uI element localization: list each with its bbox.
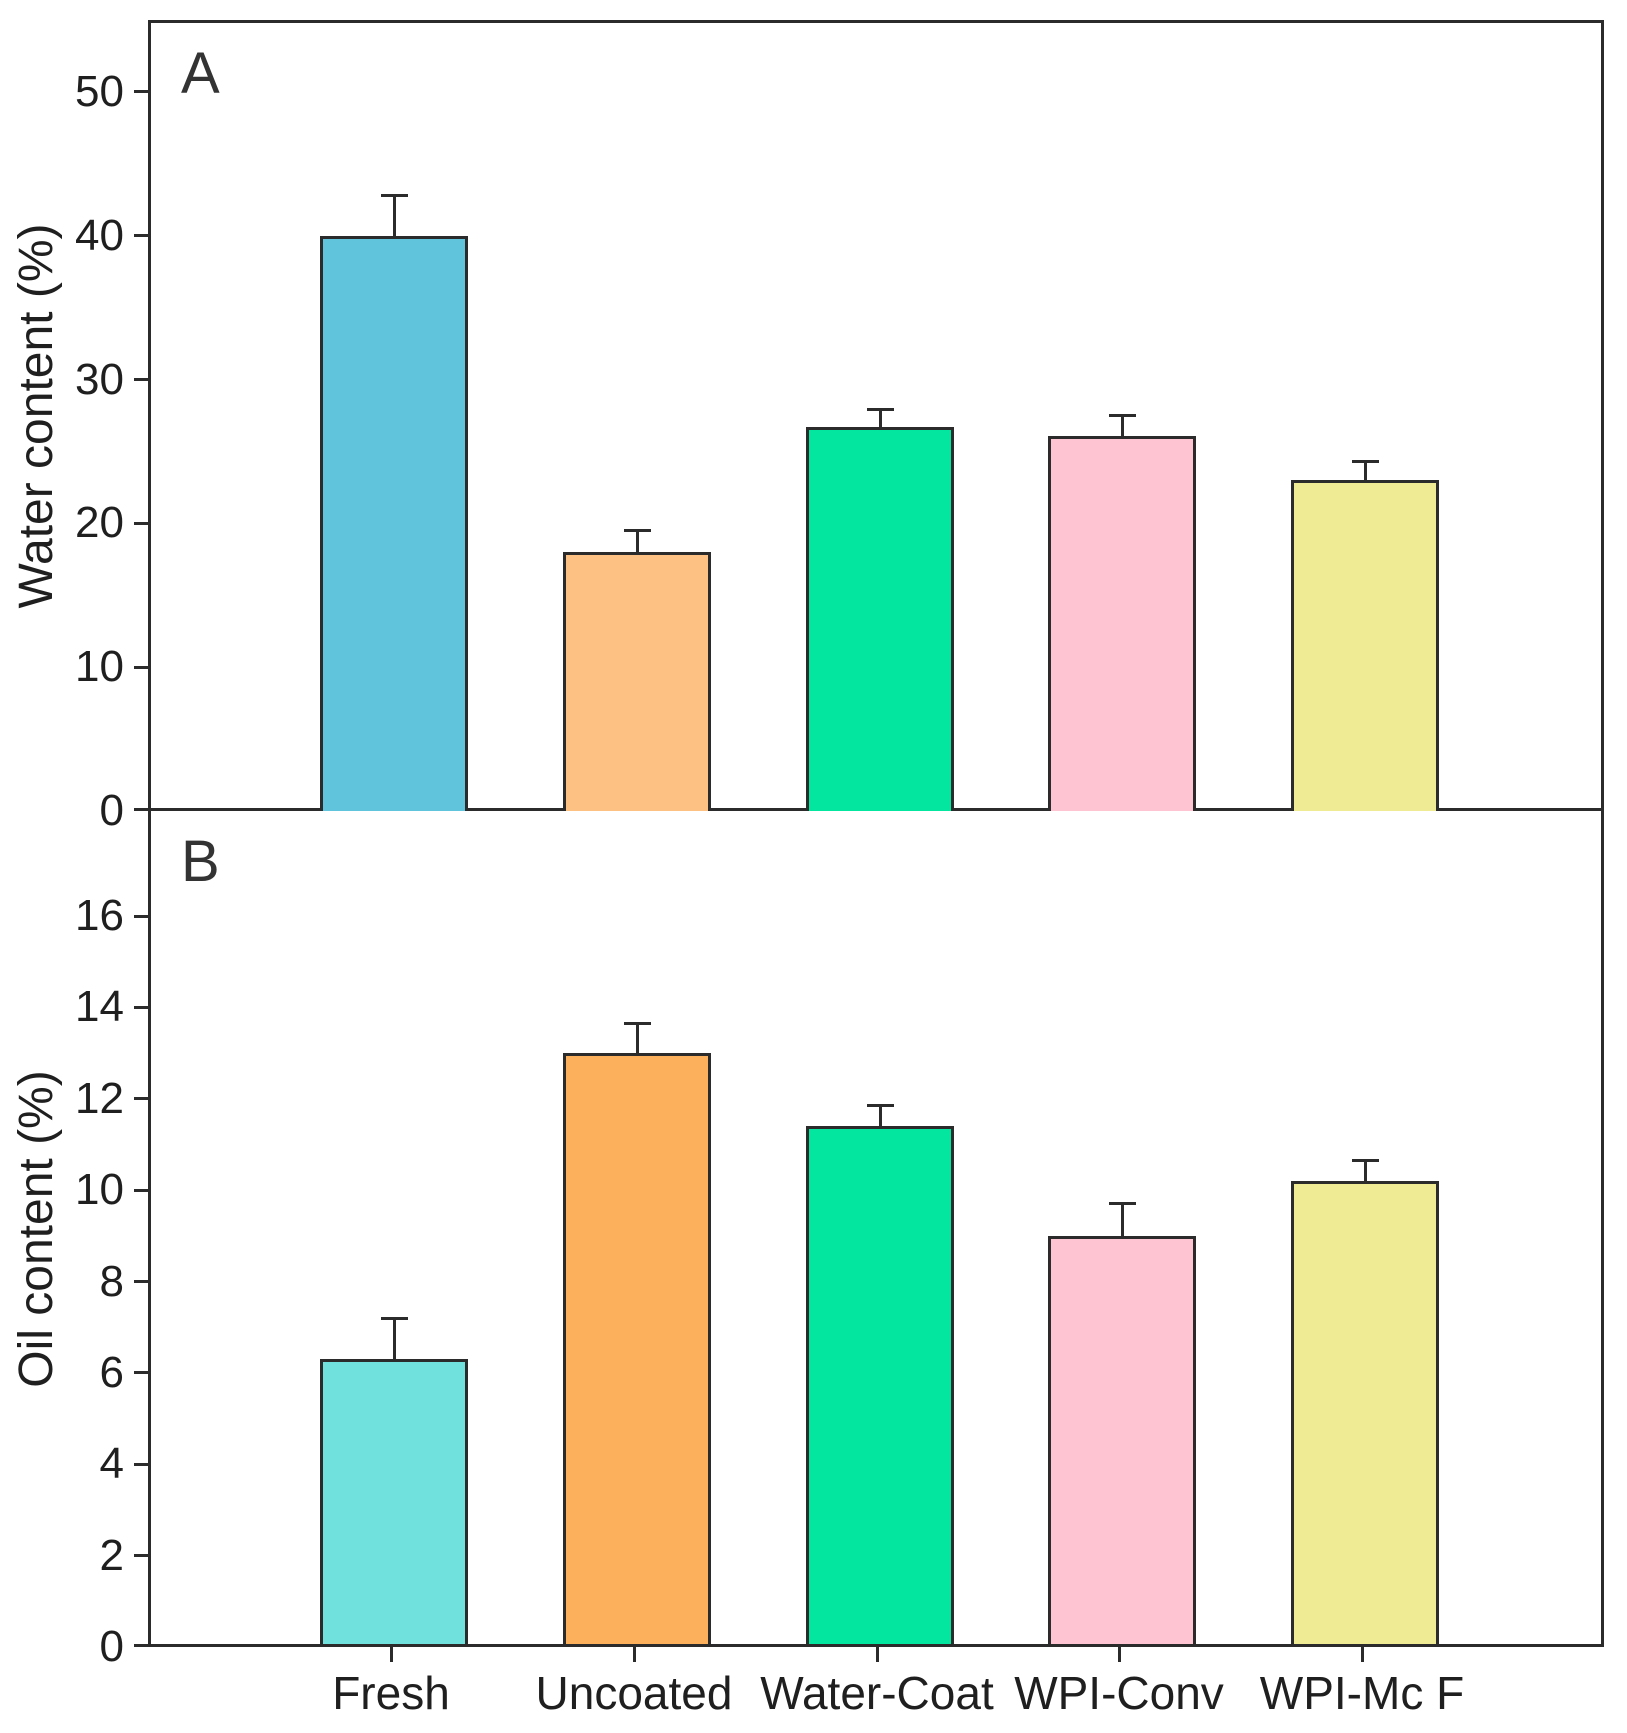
y-tick <box>134 1554 148 1558</box>
y-tick-label: 0 <box>99 786 124 835</box>
panel-b: B <box>148 811 1604 1647</box>
error-bar <box>1120 415 1124 436</box>
error-bar-cap <box>380 194 408 198</box>
bar-fresh <box>320 1359 468 1647</box>
y-tick-label: 20 <box>75 498 124 548</box>
bar-wpi-mc-f <box>1291 1181 1439 1647</box>
bar-water-coat <box>806 1126 954 1647</box>
y-tick <box>134 1005 148 1009</box>
y-axis-title: Water content (%) <box>10 222 63 609</box>
x-tick <box>632 1647 636 1662</box>
x-tick <box>1117 1647 1121 1662</box>
bar-water-coat <box>806 427 954 814</box>
y-tick <box>134 1097 148 1101</box>
error-bar-cap <box>866 408 894 412</box>
error-bar-cap <box>623 1021 651 1025</box>
y-tick <box>134 234 148 238</box>
panel-a: A <box>148 20 1604 814</box>
y-tick <box>134 1280 148 1284</box>
y-tick-label: 8 <box>99 1256 124 1306</box>
bar-uncoated <box>563 1053 711 1647</box>
category-label: WPI-Conv <box>1014 1667 1224 1719</box>
category-label: Uncoated <box>535 1667 733 1719</box>
error-bar-cap <box>1108 1202 1136 1206</box>
error-bar <box>878 1105 882 1127</box>
bar-uncoated <box>563 552 711 814</box>
x-tick <box>389 1647 393 1662</box>
error-bar-cap <box>380 1316 408 1320</box>
y-tick <box>134 808 148 811</box>
category-label: WPI-Mc F <box>1259 1667 1465 1719</box>
y-tick-label: 30 <box>75 354 124 404</box>
error-bar <box>635 530 639 553</box>
error-bar-cap <box>866 1104 894 1108</box>
bar-wpi-conv <box>1048 1235 1196 1647</box>
error-bar <box>1363 461 1367 481</box>
error-bar <box>392 195 396 236</box>
y-tick <box>134 1188 148 1192</box>
y-axis-title: Oil content (%) <box>10 1070 63 1388</box>
y-tick <box>134 521 148 525</box>
y-tick <box>134 1371 148 1375</box>
category-label: Water-Coat <box>760 1667 994 1719</box>
x-tick <box>1360 1647 1364 1662</box>
bar-fresh <box>320 235 468 814</box>
error-bar <box>878 409 882 428</box>
y-tick <box>134 378 148 382</box>
error-bar-cap <box>1108 414 1136 418</box>
y-tick <box>134 914 148 918</box>
y-tick-label: 2 <box>99 1530 124 1580</box>
y-tick-label: 6 <box>99 1347 124 1397</box>
y-tick-label: 0 <box>99 1622 124 1671</box>
bar-wpi-conv <box>1048 435 1196 814</box>
y-tick-label: 50 <box>75 66 124 116</box>
panel-letter-a: A <box>181 41 220 106</box>
y-tick <box>134 1462 148 1466</box>
y-tick-label: 40 <box>75 210 124 260</box>
y-tick <box>134 665 148 669</box>
y-tick-label: 12 <box>75 1073 124 1123</box>
category-label: Fresh <box>332 1667 450 1719</box>
error-bar <box>392 1318 396 1360</box>
bar-wpi-mc-f <box>1291 480 1439 814</box>
error-bar-cap <box>1351 1158 1379 1162</box>
error-bar-cap <box>1351 460 1379 464</box>
error-bar <box>1120 1203 1124 1236</box>
y-tick-label: 4 <box>99 1439 124 1489</box>
y-tick-label: 10 <box>75 642 124 692</box>
panel-letter-b: B <box>181 829 220 894</box>
y-tick-label: 14 <box>75 982 124 1032</box>
error-bar-cap <box>623 529 651 533</box>
y-tick <box>134 90 148 94</box>
y-tick-label: 10 <box>75 1165 124 1215</box>
error-bar <box>635 1023 639 1054</box>
y-tick-label: 16 <box>75 891 124 941</box>
x-tick <box>875 1647 879 1662</box>
error-bar <box>1363 1160 1367 1182</box>
y-tick <box>134 1644 148 1647</box>
